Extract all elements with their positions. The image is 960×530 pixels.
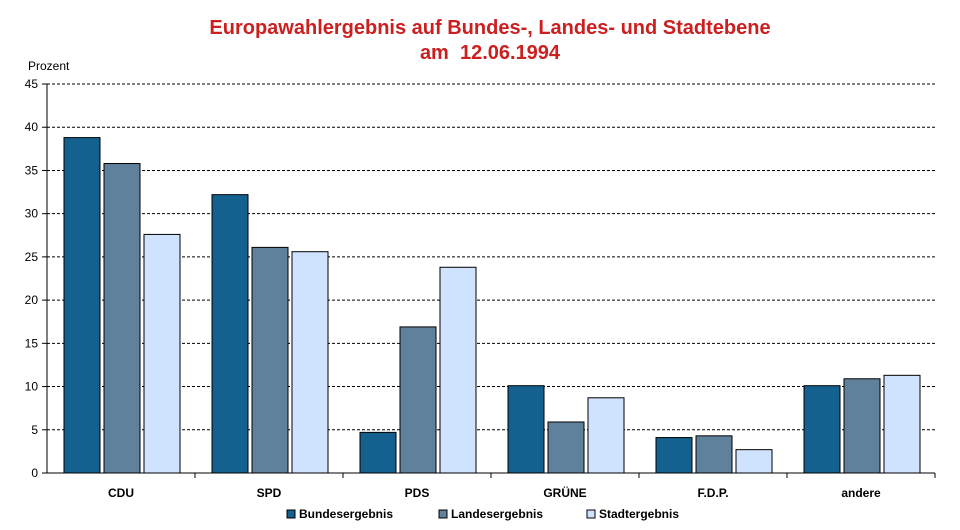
legend-item-landesergebnis: Landesergebnis xyxy=(438,507,543,521)
legend-swatch xyxy=(586,509,596,519)
x-category-label: CDU xyxy=(108,486,134,500)
bar-fdp-landesergebnis xyxy=(695,435,733,474)
bar-pds-landesergebnis xyxy=(399,326,437,474)
x-category-label: andere xyxy=(841,486,881,500)
y-tick-label: 0 xyxy=(31,466,38,480)
y-tick-label: 40 xyxy=(25,120,39,134)
chart-title: Europawahlergebnis auf Bundes-, Landes- … xyxy=(0,16,960,66)
bar-grne-stadtergebnis xyxy=(587,397,625,474)
bar-spd-bundesergebnis xyxy=(211,194,249,474)
x-category-labels: CDU SPD PDS GRÜNE F.D.P. andere xyxy=(108,485,881,500)
bar-andere-bundesergebnis xyxy=(803,385,841,474)
legend-label: Stadtergebnis xyxy=(599,507,679,521)
bars xyxy=(63,137,921,474)
x-category-label: SPD xyxy=(257,486,282,500)
y-axis-label: Prozent xyxy=(28,59,70,73)
chart-title-line-2: am 12.06.1994 xyxy=(419,42,561,64)
bar-pds-bundesergebnis xyxy=(359,431,397,474)
bar-cdu-stadtergebnis xyxy=(143,233,181,474)
axes xyxy=(42,83,936,478)
y-tick-label: 15 xyxy=(25,336,39,350)
bar-spd-landesergebnis xyxy=(251,246,289,474)
chart-title-line-1: Europawahlergebnis auf Bundes-, Landes- … xyxy=(209,17,771,39)
y-tick-label: 20 xyxy=(25,293,39,307)
y-tick-label: 10 xyxy=(25,380,39,394)
x-category-label: GRÜNE xyxy=(543,485,586,500)
x-category-label: PDS xyxy=(405,486,430,500)
bar-fdp-stadtergebnis xyxy=(735,449,773,474)
x-category-label: F.D.P. xyxy=(697,486,728,500)
bar-andere-landesergebnis xyxy=(843,378,881,474)
legend-swatch xyxy=(438,509,448,519)
bar-grne-bundesergebnis xyxy=(507,385,545,474)
y-tick-label: 5 xyxy=(31,423,38,437)
bar-cdu-bundesergebnis xyxy=(63,137,101,474)
legend-label: Landesergebnis xyxy=(451,507,543,521)
y-tick-label: 45 xyxy=(25,77,39,91)
legend: Bundesergebnis Landesergebnis Stadtergebni… xyxy=(286,507,679,521)
legend-swatch xyxy=(286,509,296,519)
y-tick-labels: 0 5 10 15 20 25 30 35 40 45 xyxy=(25,77,39,480)
y-tick-label: 25 xyxy=(25,250,39,264)
y-tick-label: 35 xyxy=(25,163,39,177)
gridlines xyxy=(47,83,935,431)
bar-andere-stadtergebnis xyxy=(883,374,921,474)
bar-fdp-bundesergebnis xyxy=(655,437,693,474)
y-tick-label: 30 xyxy=(25,207,39,221)
bar-spd-stadtergebnis xyxy=(291,251,329,474)
bar-cdu-landesergebnis xyxy=(103,163,141,474)
bar-grne-landesergebnis xyxy=(547,421,585,474)
bar-pds-stadtergebnis xyxy=(439,266,477,474)
legend-label: Bundesergebnis xyxy=(299,507,393,521)
legend-item-bundesergebnis: Bundesergebnis xyxy=(286,507,393,521)
legend-item-stadtergebnis: Stadtergebnis xyxy=(586,507,679,521)
